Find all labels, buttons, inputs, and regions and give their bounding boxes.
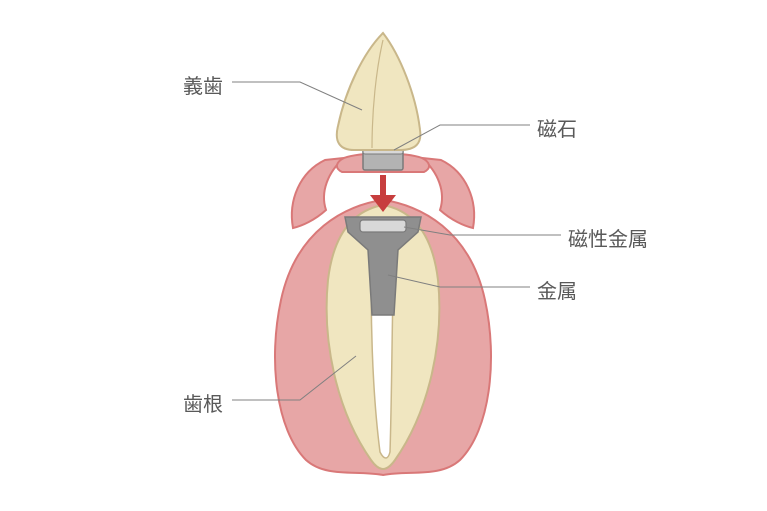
- label-root: 歯根: [183, 388, 223, 417]
- label-metal: 金属: [537, 275, 577, 304]
- denture-crown: [337, 33, 421, 150]
- diagram-canvas: 義歯 磁石 磁性金属 金属 歯根: [0, 0, 767, 511]
- label-magnetic-metal: 磁性金属: [568, 223, 648, 252]
- magnetic-metal-cap: [360, 220, 406, 232]
- dental-magnet-diagram: [0, 0, 767, 511]
- label-magnet: 磁石: [537, 113, 577, 142]
- label-denture: 義歯: [183, 70, 223, 99]
